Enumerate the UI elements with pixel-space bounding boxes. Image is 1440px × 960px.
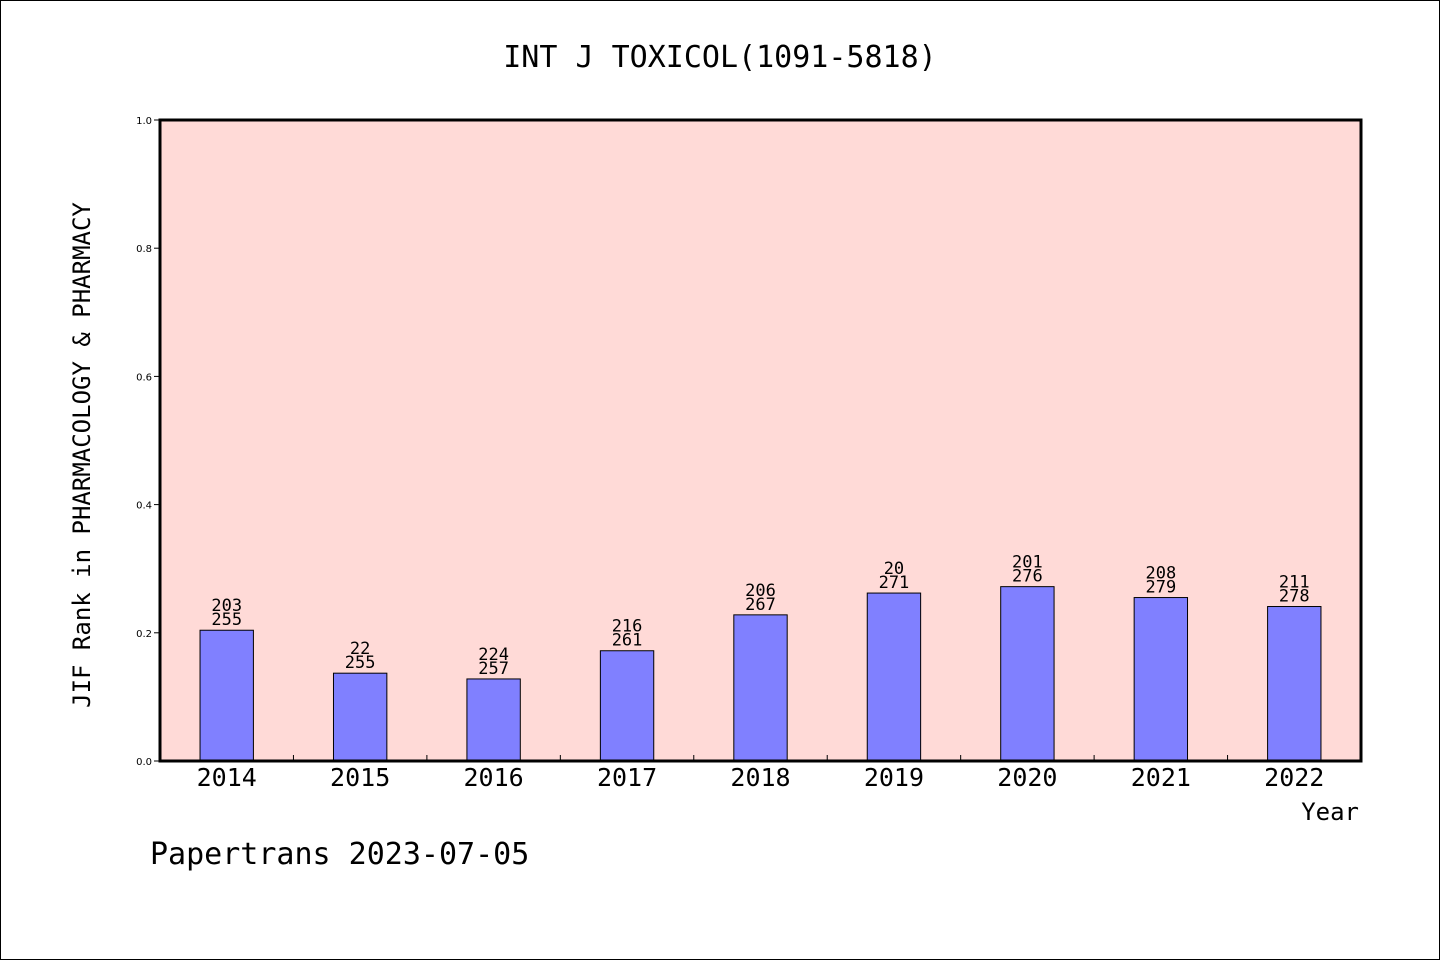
y-axis-ticks: 0.0 0.2 0.4 0.6 0.8 1.0 — [136, 116, 160, 768]
bar-label-bottom: 257 — [478, 659, 509, 679]
bar-label-top: 203 — [211, 596, 242, 616]
bar-label-bottom: 255 — [345, 653, 376, 673]
bar-label-bottom: 279 — [1145, 578, 1176, 598]
x-tick-label: 2019 — [864, 763, 924, 792]
y-tick-label: 0.6 — [136, 372, 152, 383]
footer-text: Papertrans 2023-07-05 — [150, 837, 529, 872]
bar-label-top: 224 — [478, 645, 509, 665]
chart-title: INT J TOXICOL(1091-5818) — [503, 40, 936, 75]
bar-label-top: 22 — [350, 639, 370, 659]
x-tick-label: 2014 — [197, 763, 257, 792]
bar-label-bottom: 276 — [1012, 567, 1043, 587]
bar-label-top: 216 — [612, 617, 643, 637]
y-tick-label: 1.0 — [136, 116, 152, 127]
bar-label-bottom: 271 — [879, 573, 910, 593]
x-tick-label: 2020 — [997, 763, 1057, 792]
x-axis-tick-labels: 2014 2015 2016 2017 2018 2019 2020 2021 2022 — [197, 763, 1325, 792]
x-tick-label: 2018 — [730, 763, 790, 792]
x-tick-label: 2022 — [1264, 763, 1324, 792]
bar-label-top: 20 — [884, 559, 904, 579]
bar-label-bottom: 278 — [1279, 587, 1310, 607]
bar-2020 — [1000, 586, 1055, 762]
bar-2019 — [866, 592, 922, 762]
y-tick-label: 0.8 — [136, 244, 152, 255]
plot-border — [158, 118, 1363, 763]
x-tick-label: 2016 — [464, 763, 524, 792]
bar-label-bottom: 255 — [211, 610, 242, 630]
bars — [199, 586, 1322, 762]
y-tick-label: 0.0 — [136, 757, 152, 768]
bar-2022 — [1267, 606, 1322, 762]
bar-2018 — [733, 614, 788, 762]
y-tick-label: 0.2 — [136, 629, 152, 640]
x-axis-label: Year — [1301, 798, 1359, 826]
bar-label-top: 206 — [745, 581, 776, 601]
x-tick-label: 2017 — [597, 763, 657, 792]
bar-2014 — [199, 629, 254, 762]
x-tick-label: 2021 — [1131, 763, 1191, 792]
y-axis-label: JIF Rank in PHARMACOLOGY & PHARMACY — [68, 202, 96, 708]
bar-label-bottom: 261 — [612, 631, 643, 651]
bar-2016 — [466, 678, 521, 762]
bar-label-top: 211 — [1279, 573, 1310, 593]
x-tick-label: 2015 — [330, 763, 390, 792]
bar-2015 — [332, 672, 388, 762]
bar-label-top: 201 — [1012, 553, 1043, 573]
bar-label-bottom: 267 — [745, 595, 776, 615]
y-tick-label: 0.4 — [136, 501, 152, 512]
bar-2021 — [1133, 597, 1189, 762]
bar-2017 — [599, 650, 655, 762]
bar-label-top: 208 — [1145, 564, 1176, 584]
